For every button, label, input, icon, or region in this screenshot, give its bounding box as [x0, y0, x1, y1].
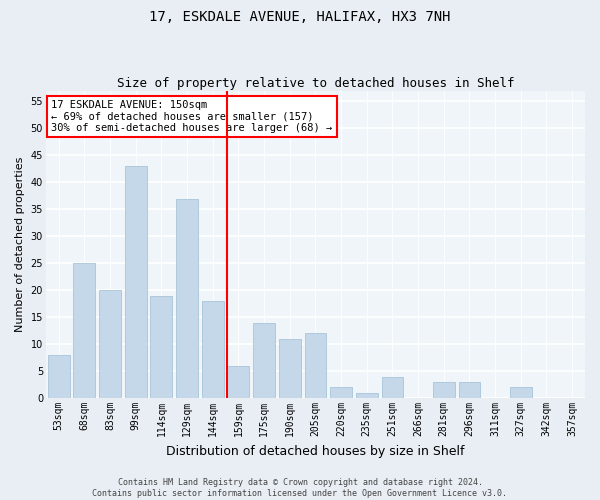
Bar: [433, 382, 455, 398]
Bar: [99, 290, 121, 398]
Bar: [202, 301, 224, 398]
X-axis label: Distribution of detached houses by size in Shelf: Distribution of detached houses by size …: [166, 444, 464, 458]
Bar: [356, 392, 377, 398]
Bar: [151, 296, 172, 398]
Bar: [279, 339, 301, 398]
Text: 17 ESKDALE AVENUE: 150sqm
← 69% of detached houses are smaller (157)
30% of semi: 17 ESKDALE AVENUE: 150sqm ← 69% of detac…: [51, 100, 332, 133]
Bar: [73, 264, 95, 398]
Bar: [510, 388, 532, 398]
Text: 17, ESKDALE AVENUE, HALIFAX, HX3 7NH: 17, ESKDALE AVENUE, HALIFAX, HX3 7NH: [149, 10, 451, 24]
Bar: [176, 198, 198, 398]
Y-axis label: Number of detached properties: Number of detached properties: [15, 156, 25, 332]
Bar: [48, 355, 70, 398]
Bar: [382, 376, 403, 398]
Bar: [458, 382, 481, 398]
Bar: [330, 388, 352, 398]
Text: Contains HM Land Registry data © Crown copyright and database right 2024.
Contai: Contains HM Land Registry data © Crown c…: [92, 478, 508, 498]
Bar: [305, 334, 326, 398]
Bar: [253, 322, 275, 398]
Bar: [227, 366, 250, 398]
Title: Size of property relative to detached houses in Shelf: Size of property relative to detached ho…: [116, 76, 514, 90]
Bar: [125, 166, 146, 398]
